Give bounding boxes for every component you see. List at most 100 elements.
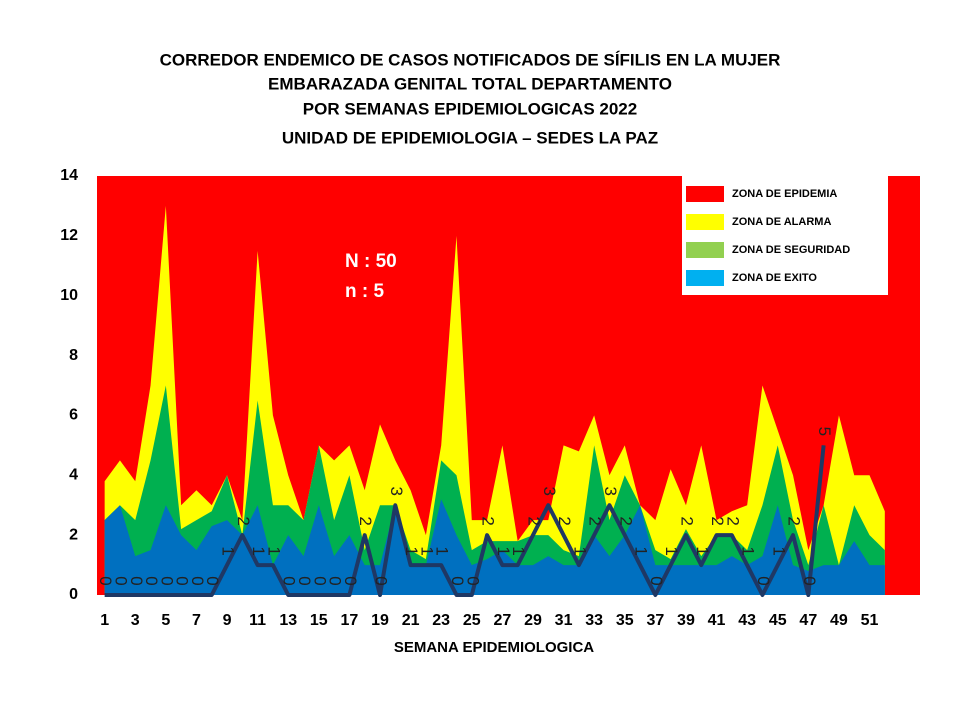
data-label: 0 <box>800 576 819 585</box>
data-label: 0 <box>754 576 773 585</box>
x-tick-label: 39 <box>677 612 695 629</box>
data-label: 0 <box>188 576 207 585</box>
data-label: 0 <box>173 576 192 585</box>
data-label: 0 <box>142 576 161 585</box>
x-tick-label: 45 <box>769 612 787 629</box>
data-label: 2 <box>723 516 742 525</box>
y-tick-label: 4 <box>69 467 78 484</box>
legend-swatch <box>686 186 724 202</box>
data-label: 1 <box>433 546 452 555</box>
data-label: 1 <box>402 546 421 555</box>
x-tick-label: 47 <box>799 612 817 629</box>
data-label: 0 <box>341 576 360 585</box>
data-label: 1 <box>632 546 651 555</box>
x-tick-label: 19 <box>371 612 389 629</box>
x-axis-label: SEMANA EPIDEMIOLOGICA <box>394 639 594 656</box>
legend-label: ZONA DE SEGURIDAD <box>732 244 850 256</box>
data-label: 2 <box>586 516 605 525</box>
x-tick-label: 33 <box>585 612 603 629</box>
x-tick-label: 43 <box>738 612 756 629</box>
x-tick-label: 1 <box>100 612 109 629</box>
data-label: 0 <box>326 576 345 585</box>
data-label: 1 <box>570 546 589 555</box>
x-tick-label: 31 <box>555 612 573 629</box>
x-tick-label: 7 <box>192 612 201 629</box>
zone-area <box>104 499 885 595</box>
data-label: 2 <box>785 516 804 525</box>
data-label: 2 <box>356 516 375 525</box>
x-tick-label: 11 <box>249 612 266 629</box>
data-label: 0 <box>111 576 130 585</box>
data-label: 3 <box>540 486 559 495</box>
annotation: n : 5 <box>345 281 384 302</box>
data-label: 1 <box>249 546 268 555</box>
chart-title: CORREDOR ENDEMICO DE CASOS NOTIFICADOS D… <box>160 50 781 69</box>
x-tick-label: 25 <box>463 612 481 629</box>
data-label: 0 <box>127 576 146 585</box>
chart-title: UNIDAD DE EPIDEMIOLOGIA – SEDES LA PAZ <box>282 128 658 147</box>
annotation: N : 50 <box>345 251 397 272</box>
data-label: 0 <box>448 576 467 585</box>
y-tick-label: 10 <box>60 287 78 304</box>
data-label: 1 <box>509 546 528 555</box>
x-tick-label: 15 <box>310 612 328 629</box>
data-label: 1 <box>494 546 513 555</box>
x-tick-label: 49 <box>830 612 848 629</box>
data-label: 1 <box>264 546 283 555</box>
x-tick-label: 27 <box>493 612 511 629</box>
chart-title: POR SEMANAS EPIDEMIOLOGICAS 2022 <box>303 99 637 118</box>
x-tick-label: 51 <box>861 612 879 629</box>
data-label: 1 <box>769 546 788 555</box>
data-label: 1 <box>693 546 712 555</box>
legend-swatch <box>686 214 724 230</box>
data-label: 1 <box>417 546 436 555</box>
data-label: 2 <box>677 516 696 525</box>
legend-label: ZONA DE EPIDEMIA <box>732 188 837 200</box>
data-label: 1 <box>739 546 758 555</box>
data-label: 3 <box>387 486 406 495</box>
x-tick-label: 9 <box>223 612 232 629</box>
data-label: 0 <box>310 576 329 585</box>
x-tick-label: 5 <box>161 612 170 629</box>
x-tick-label: 35 <box>616 612 634 629</box>
y-tick-label: 0 <box>69 586 78 603</box>
x-tick-label: 37 <box>646 612 664 629</box>
data-label: 2 <box>524 516 543 525</box>
y-tick-label: 12 <box>60 227 78 244</box>
data-label: 0 <box>372 576 391 585</box>
data-label: 0 <box>463 576 482 585</box>
data-label: 0 <box>295 576 314 585</box>
legend-swatch <box>686 242 724 258</box>
data-label: 0 <box>96 576 115 585</box>
x-tick-label: 23 <box>432 612 450 629</box>
data-label: 2 <box>616 516 635 525</box>
x-tick-label: 13 <box>279 612 297 629</box>
y-tick-label: 2 <box>69 526 78 543</box>
data-label: 0 <box>157 576 176 585</box>
x-tick-label: 3 <box>131 612 140 629</box>
y-tick-label: 6 <box>69 407 78 424</box>
data-label: 2 <box>708 516 727 525</box>
legend-label: ZONA DE ALARMA <box>732 216 831 228</box>
x-tick-label: 21 <box>402 612 420 629</box>
data-label: 2 <box>234 516 253 525</box>
zone-area <box>104 205 885 595</box>
data-label: 0 <box>280 576 299 585</box>
legend-swatch <box>686 270 724 286</box>
cases-line <box>104 445 826 597</box>
x-tick-label: 17 <box>341 612 359 629</box>
x-tick-label: 41 <box>708 612 726 629</box>
data-label: 1 <box>219 546 238 555</box>
y-tick-label: 14 <box>60 167 78 184</box>
data-label: 0 <box>647 576 666 585</box>
legend-label: ZONA DE EXITO <box>732 272 817 284</box>
data-label: 2 <box>479 516 498 525</box>
x-tick-label: 29 <box>524 612 542 629</box>
data-label: 5 <box>815 427 834 436</box>
data-label: 3 <box>601 486 620 495</box>
data-label: 2 <box>555 516 574 525</box>
data-label: 0 <box>203 576 222 585</box>
data-label: 1 <box>662 546 681 555</box>
y-tick-label: 8 <box>69 347 78 364</box>
